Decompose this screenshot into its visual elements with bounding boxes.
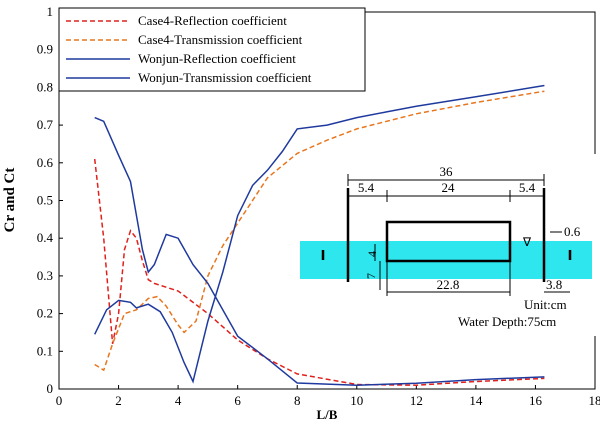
y-tick-label: 0.8 [37,79,53,94]
water-level-symbol: ∇ [522,235,532,249]
dim-left-label: 5.4 [358,180,375,195]
water-depth-label: Water Depth:75cm [458,314,556,329]
y-tick-label: 0.3 [37,268,53,283]
x-tick-label: 14 [469,393,483,408]
legend-label: Wonjun-Transmission coefficient [138,70,312,85]
series-layer [93,84,545,386]
dim-right-label: 5.4 [519,180,536,195]
x-tick-label: 18 [589,393,600,408]
x-tick-label: 4 [175,393,182,408]
legend-label: Case4-Reflection coefficient [138,13,287,28]
inset-diagram: 36 5.4 24 5.4 ∇ 0.6 4 7 22.8 3.8 Unit:cm [298,154,596,336]
x-axis-label: L/B [317,407,338,422]
y-tick-label: 0.1 [37,343,53,358]
dim-mid-label: 24 [442,180,456,195]
series-line [94,84,545,384]
legend-label: Wonjun-Reflection coefficient [138,51,296,66]
legend: Case4-Reflection coefficient Case4-Transm… [58,7,366,92]
water-band-left [300,241,386,279]
legend-box [58,7,366,92]
dim-bottom-label: 22.8 [437,277,460,292]
y-tick-label: 0.4 [37,230,54,245]
y-tick-label: 0 [47,381,54,396]
dim-pile-label: 3.8 [546,277,562,292]
legend-label: Case4-Transmission coefficient [138,32,303,47]
unit-label: Unit:cm [524,297,567,312]
dim-gap-label: 0.6 [564,224,581,239]
x-tick-label: 2 [115,393,122,408]
y-tick-label: 1 [47,4,54,19]
x-tick-label: 0 [56,393,63,408]
y-tick-label: 0.9 [37,42,53,57]
x-tick-label: 12 [410,393,423,408]
x-tick-label: 6 [234,393,241,408]
dim-total-label: 36 [440,164,454,179]
dim-depth-label: 7 [364,273,378,279]
x-tick-label: 8 [294,393,301,408]
dim-height-label: 4 [365,251,379,257]
x-tick-label: 10 [350,393,363,408]
series-line [93,158,545,386]
y-axis: 0 0.1 0.2 0.3 0.4 0.5 0.6 0.7 0.8 0.9 1 [37,4,63,396]
box-structure [385,220,512,263]
series-line [94,116,545,386]
y-tick-label: 0.2 [37,306,53,321]
y-tick-label: 0.5 [37,193,53,208]
x-axis: 0 2 4 6 8 10 12 14 16 18 [56,385,600,408]
x-tick-label: 16 [529,393,543,408]
y-tick-label: 0.7 [37,117,54,132]
y-axis-label: Cr and Ct [2,168,18,233]
series-line [94,90,545,372]
y-tick-label: 0.6 [37,155,54,170]
